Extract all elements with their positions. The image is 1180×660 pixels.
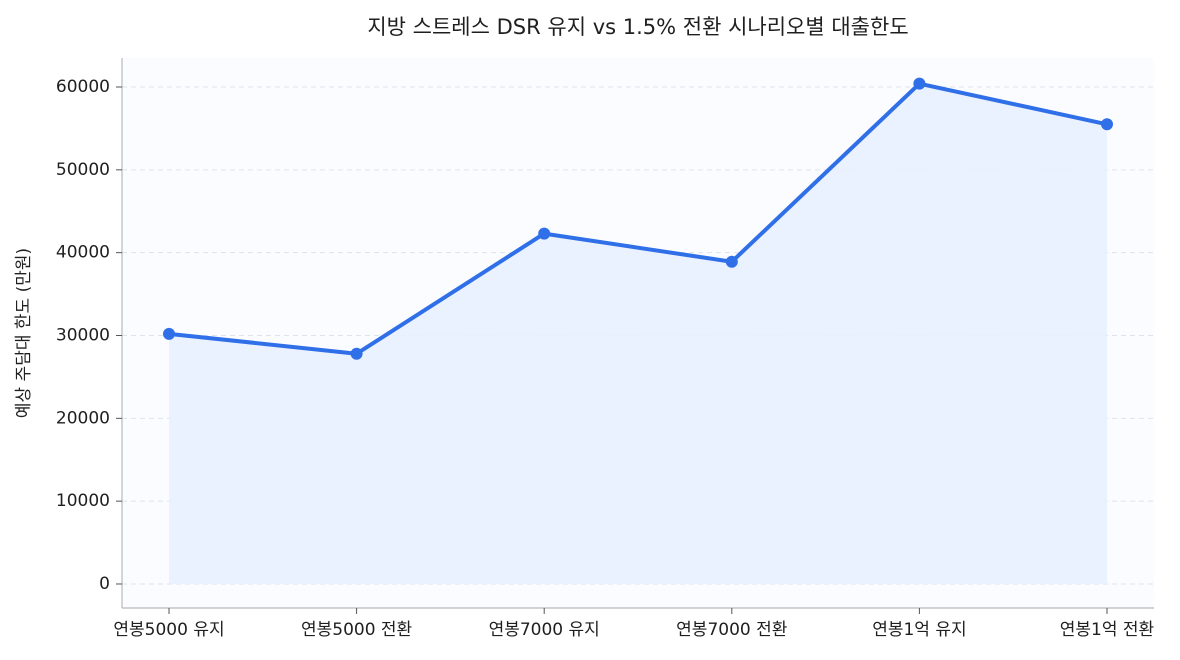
x-tick-label: 연봉1억 전환 bbox=[1060, 620, 1154, 640]
data-point bbox=[350, 347, 363, 360]
data-point bbox=[1101, 118, 1113, 131]
y-tick-label: 20000 bbox=[56, 408, 110, 428]
y-tick-label: 0 bbox=[99, 574, 110, 594]
x-tick-label: 연봉1억 유지 bbox=[872, 620, 966, 640]
y-axis-ticks: 0 10000 20000 30000 40000 50000 60000 bbox=[56, 77, 122, 594]
x-tick-label: 연봉7000 유지 bbox=[489, 620, 600, 640]
x-tick-label: 연봉5000 전환 bbox=[301, 620, 412, 640]
y-tick-label: 40000 bbox=[56, 243, 110, 263]
x-tick-label: 연봉7000 전환 bbox=[676, 620, 787, 640]
data-point bbox=[163, 327, 175, 340]
x-axis-ticks: 연봉5000 유지 연봉5000 전환 연봉7000 유지 연봉7000 전환 연봉1억… bbox=[113, 608, 1154, 640]
y-tick-label: 30000 bbox=[56, 325, 110, 345]
y-tick-label: 60000 bbox=[56, 77, 110, 97]
y-tick-label: 50000 bbox=[56, 160, 110, 180]
x-tick-label: 연봉5000 유지 bbox=[113, 620, 224, 640]
data-point bbox=[538, 227, 551, 240]
data-points bbox=[163, 77, 1113, 360]
data-point bbox=[725, 255, 738, 268]
data-point bbox=[913, 77, 926, 90]
chart-title: 지방 스트레스 DSR 유지 vs 1.5% 전환 시나리오별 대출한도 bbox=[367, 15, 908, 39]
y-axis-label: 예상 주담대 한도 (만원) bbox=[14, 248, 34, 418]
area-fill bbox=[169, 83, 1107, 584]
y-tick-label: 10000 bbox=[56, 491, 110, 511]
series-line bbox=[167, 81, 1109, 356]
